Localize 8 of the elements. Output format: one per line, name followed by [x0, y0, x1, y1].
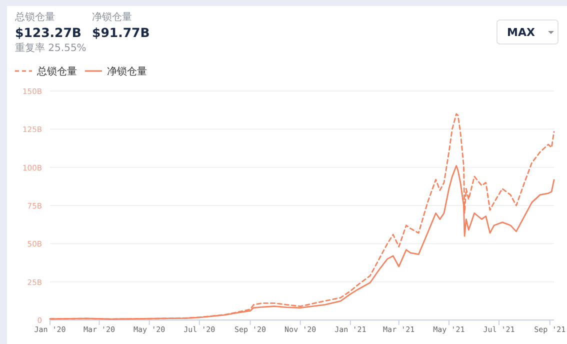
- legend-label: 净锁仓量: [107, 66, 147, 78]
- text: MAX: [507, 26, 536, 39]
- text: 净锁仓量: [92, 11, 132, 23]
- text: $123.27B: [15, 25, 82, 40]
- text: $91.77B: [92, 25, 150, 40]
- text: 总锁仓量: [14, 11, 55, 23]
- text: 重复率 25.55%: [15, 42, 86, 54]
- legend-label: 总锁仓量: [36, 66, 77, 78]
